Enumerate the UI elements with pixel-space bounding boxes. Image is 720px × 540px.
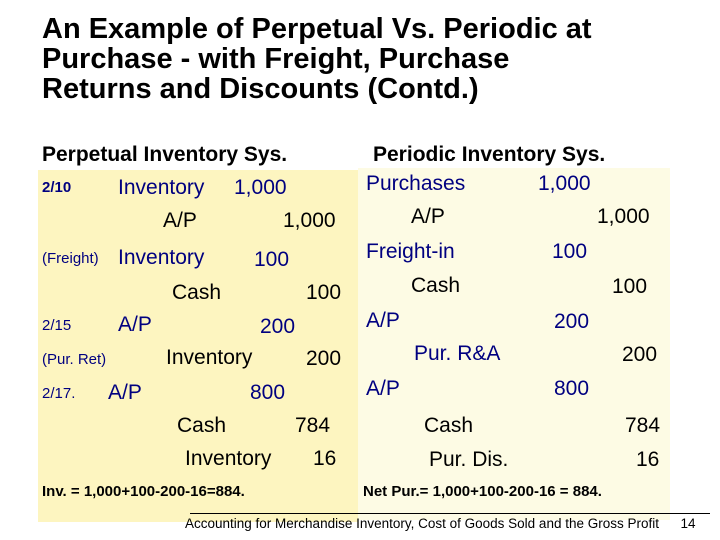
periodic-r3-account: Freight-in bbox=[366, 240, 455, 263]
periodic-r2-amount: 1,000 bbox=[597, 205, 650, 228]
perpetual-r1-amount: 1,000 bbox=[234, 176, 287, 199]
periodic-summary: Net Pur.= 1,000+100-200-16 = 884. bbox=[363, 483, 602, 500]
periodic-r9-amount: 16 bbox=[636, 448, 660, 471]
periodic-r1-amount: 1,000 bbox=[538, 172, 591, 195]
perpetual-r1-account: Inventory bbox=[118, 176, 205, 199]
periodic-header: Periodic Inventory Sys. bbox=[373, 143, 606, 166]
periodic-panel bbox=[358, 168, 670, 520]
perpetual-r3-amount: 100 bbox=[254, 248, 290, 271]
periodic-r6-account: Pur. R&A bbox=[414, 342, 501, 365]
perpetual-r4-amount: 100 bbox=[306, 281, 342, 304]
slide-footer: Accounting for Merchandise Inventory, Co… bbox=[185, 516, 696, 531]
title-line-1: An Example of Perpetual Vs. Periodic at bbox=[42, 13, 592, 45]
perpetual-r2-account: A/P bbox=[163, 209, 197, 232]
perpetual-r5-account: A/P bbox=[118, 313, 152, 336]
perpetual-r9-account: Inventory bbox=[185, 447, 272, 470]
periodic-r8-amount: 784 bbox=[625, 414, 661, 437]
periodic-r7-account: A/P bbox=[366, 377, 400, 400]
perpetual-r7-amount: 800 bbox=[250, 381, 286, 404]
footer-divider bbox=[190, 513, 710, 514]
periodic-r4-account: Cash bbox=[411, 274, 461, 297]
periodic-r2-account: A/P bbox=[411, 205, 445, 228]
perpetual-date-2-17: 2/17. bbox=[42, 385, 76, 402]
periodic-r6-amount: 200 bbox=[622, 343, 658, 366]
periodic-r5-amount: 200 bbox=[554, 310, 590, 333]
perpetual-r4-account: Cash bbox=[172, 281, 222, 304]
periodic-r5-account: A/P bbox=[366, 309, 400, 332]
title-line-3: Returns and Discounts (Contd.) bbox=[42, 73, 479, 105]
perpetual-r8-amount: 784 bbox=[295, 414, 331, 437]
periodic-r3-amount: 100 bbox=[552, 240, 588, 263]
perpetual-r9-amount: 16 bbox=[313, 447, 337, 470]
perpetual-r2-amount: 1,000 bbox=[283, 209, 336, 232]
perpetual-purchase-return-note: (Pur. Ret) bbox=[42, 351, 107, 368]
slide-title: An Example of Perpetual Vs. Periodic at … bbox=[42, 14, 682, 104]
periodic-r9-account: Pur. Dis. bbox=[429, 448, 509, 471]
page-number: 14 bbox=[680, 516, 696, 531]
perpetual-r3-account: Inventory bbox=[118, 246, 205, 269]
periodic-r8-account: Cash bbox=[424, 414, 474, 437]
periodic-r7-amount: 800 bbox=[554, 377, 590, 400]
perpetual-r7-account: A/P bbox=[108, 381, 142, 404]
perpetual-r5-amount: 200 bbox=[260, 315, 296, 338]
periodic-r1-account: Purchases bbox=[366, 172, 466, 195]
perpetual-r6-account: Inventory bbox=[166, 346, 253, 369]
perpetual-freight-note: (Freight) bbox=[42, 250, 99, 267]
perpetual-panel bbox=[38, 170, 358, 522]
perpetual-r6-amount: 200 bbox=[306, 347, 342, 370]
perpetual-date-2-10: 2/10 bbox=[42, 179, 72, 196]
perpetual-header: Perpetual Inventory Sys. bbox=[42, 143, 288, 166]
footer-text: Accounting for Merchandise Inventory, Co… bbox=[185, 516, 659, 531]
perpetual-date-2-15: 2/15 bbox=[42, 317, 72, 334]
perpetual-r8-account: Cash bbox=[177, 414, 227, 437]
title-line-2: Purchase - with Freight, Purchase bbox=[42, 43, 510, 75]
perpetual-summary: Inv. = 1,000+100-200-16=884. bbox=[42, 483, 245, 500]
periodic-r4-amount: 100 bbox=[612, 275, 648, 298]
